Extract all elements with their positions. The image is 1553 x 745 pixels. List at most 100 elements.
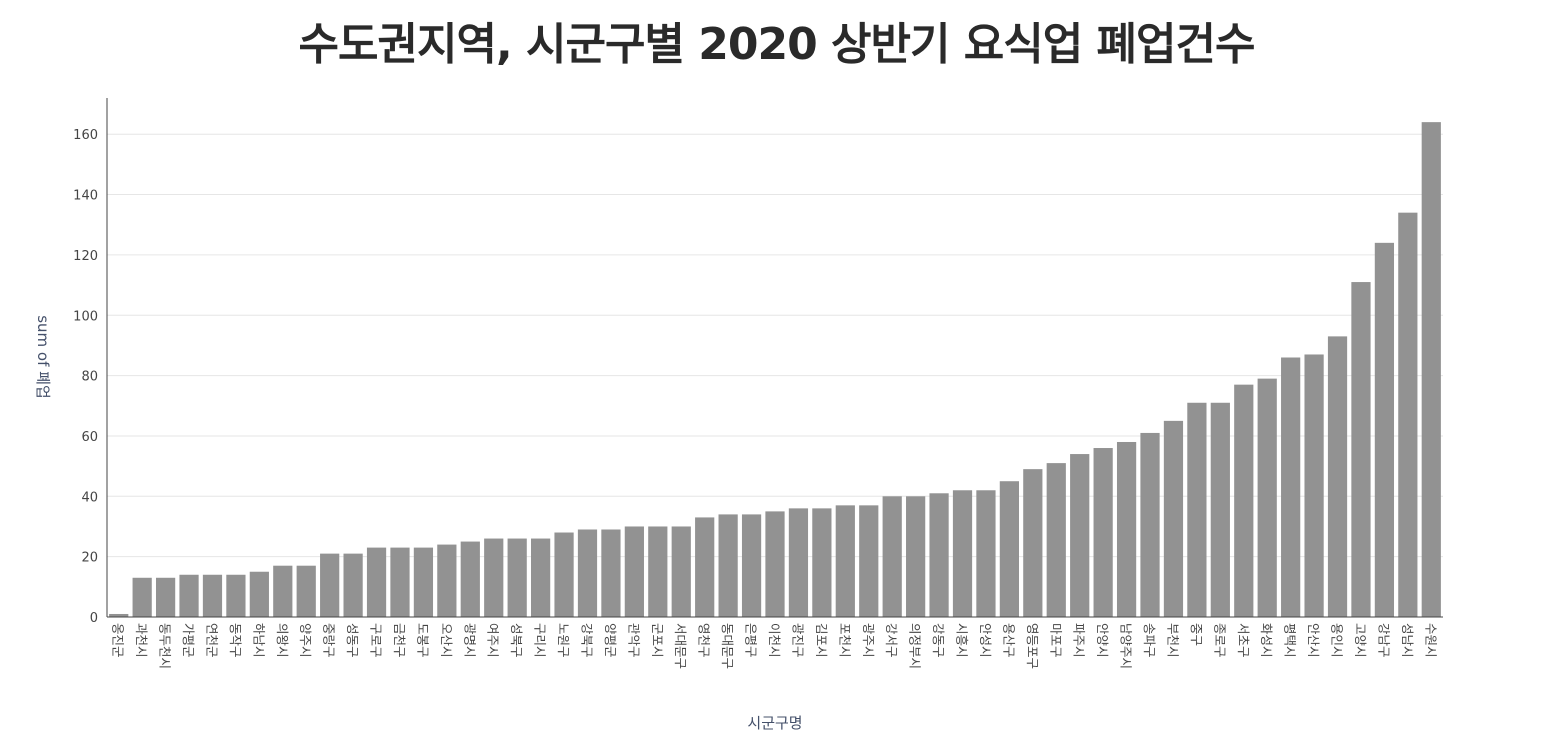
bar [601,529,621,617]
y-tick-label: 0 [90,611,98,626]
bar [976,490,996,617]
bar [1023,469,1043,617]
x-tick-label: 여주시 [486,623,501,658]
x-tick-label: 안양시 [1095,623,1110,658]
x-tick-label: 송파구 [1142,623,1157,658]
x-tick-label: 포천시 [837,623,852,658]
bar [812,508,832,617]
bar [999,481,1019,617]
bar [741,514,762,617]
x-tick-label: 화성시 [1259,623,1274,658]
bar [1281,357,1301,617]
x-tick-label: 강동구 [931,623,946,658]
bar [1163,420,1184,617]
bar [859,505,879,617]
bar [554,532,574,617]
bar [1093,448,1113,617]
bar [1351,282,1371,617]
x-tick-label: 강남구 [1376,623,1391,658]
x-tick-label: 파주시 [1072,623,1087,658]
bar [788,508,809,617]
bar [906,496,926,617]
x-tick-label: 옹진군 [111,623,126,658]
y-tick-label: 120 [73,249,98,264]
x-tick-label: 강북구 [579,623,594,658]
x-tick-label: 구로구 [369,623,384,658]
bar [296,565,316,617]
bar [1116,441,1137,617]
bar [1374,242,1395,617]
x-tick-label: 군포시 [650,623,665,658]
x-tick-label: 서대문구 [673,623,688,669]
bar [273,565,293,617]
x-tick-label: 오산시 [439,623,454,658]
bar [155,577,176,617]
x-tick-label: 용산구 [1001,623,1016,658]
x-tick-label: 광주시 [861,623,876,658]
bar [718,514,738,617]
bar [1140,432,1160,617]
bar [882,496,902,617]
x-tick-label: 구리시 [533,623,548,658]
x-tick-label: 영등포구 [1025,623,1040,669]
x-tick-labels: 옹진군 과천시 동두천시 가평군 연천군 동작구 하남시 의왕시 양주시 중랑구 성동구 구로구 금천구… [111,623,1439,669]
y-axis-label: sum of 폐업 [34,315,52,399]
bar [507,538,527,617]
bars [109,122,1441,618]
bar [695,517,715,617]
x-axis-label: 시군구명 [747,714,802,732]
y-tick-label: 40 [81,490,98,505]
x-tick-label: 성동구 [345,623,360,658]
y-tick-label: 160 [73,128,98,143]
x-tick-label: 과천시 [134,623,149,658]
x-tick-label: 중랑구 [322,623,337,658]
bar [929,493,949,617]
bar [179,574,199,617]
bar [1210,402,1230,617]
x-tick-label: 안성시 [978,623,993,658]
x-tick-label: 노원구 [556,623,571,658]
bar [390,547,410,617]
bar [1234,384,1254,617]
bar [671,526,691,617]
bar [835,505,855,617]
bar [1046,463,1066,617]
x-tick-label: 동두천시 [158,623,173,669]
x-tick-label: 평택시 [1283,623,1298,658]
bar [437,544,457,617]
x-tick-label: 이천시 [767,623,782,658]
bar [1304,354,1324,617]
bar [1421,122,1441,618]
x-tick-label: 연천군 [204,623,219,658]
y-tick-label: 20 [81,551,98,566]
bar [952,490,973,617]
bar [460,541,480,617]
x-tick-label: 동작구 [228,623,243,658]
bar [765,511,785,617]
bar [109,613,129,617]
x-tick-label: 마포구 [1048,623,1063,658]
bar [531,538,551,617]
x-tick-label: 강서구 [884,623,899,658]
x-tick-label: 종로구 [1212,623,1227,658]
y-tick-label: 140 [73,189,98,204]
bar [1327,336,1348,617]
x-tick-label: 광명시 [462,623,477,658]
x-tick-label: 성북구 [509,623,524,658]
y-tick-label: 60 [81,430,98,445]
x-tick-label: 용인시 [1330,623,1345,658]
bar [624,526,644,617]
x-tick-label: 중구 [1189,623,1204,646]
x-tick-label: 도봉구 [415,623,430,658]
bar [413,547,434,617]
x-tick-label: 영천구 [697,623,712,658]
y-tick-label: 100 [73,309,98,324]
y-tick-label: 80 [81,370,98,385]
x-tick-label: 동대문구 [720,623,735,669]
chart-title: 수도권지역, 시군구별 2020 상반기 요식업 폐업건수 [298,19,1256,70]
y-tick-labels: 0 20 40 60 80 100 120 140 160 [73,128,98,626]
x-tick-label: 수원시 [1423,623,1438,658]
x-tick-label: 서초구 [1236,623,1251,658]
x-tick-label: 금천구 [392,623,407,658]
bar [202,574,223,617]
